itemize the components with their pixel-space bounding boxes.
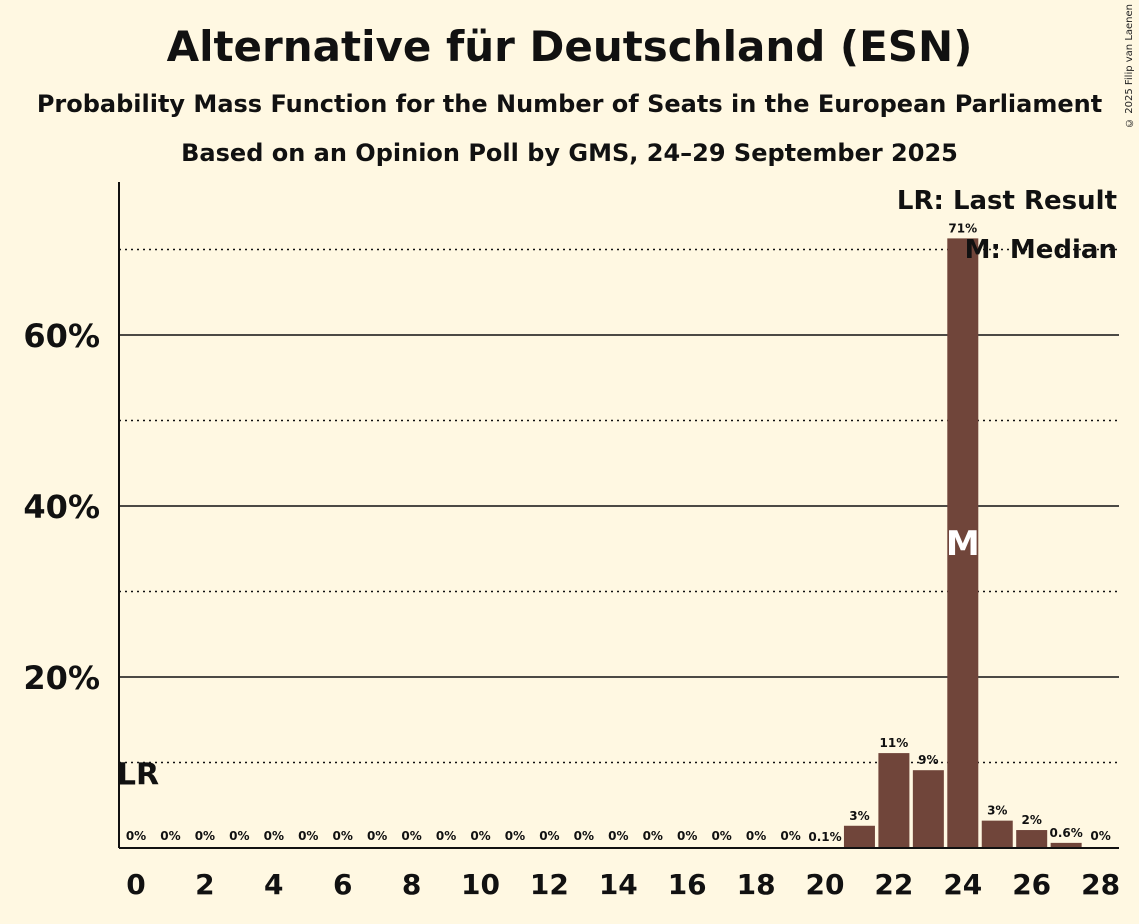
bar-label-13: 0% [574, 829, 594, 843]
bar-label-17: 0% [711, 829, 731, 843]
bar-23 [912, 770, 944, 848]
chart-title: Alternative für Deutschland (ESN) [166, 22, 973, 71]
bar-22 [878, 753, 910, 848]
x-tick-label-8: 8 [402, 868, 421, 901]
x-tick-label-14: 14 [599, 868, 638, 901]
bar-label-26: 2% [1022, 813, 1042, 827]
bar-labels: 0% 0% 0% 0% 0% 0% 0% 0% 0% 0% 0% 0% 0% 0% 0% 0% 0% 0% 0% 0%… [126, 221, 1111, 844]
bar-label-21: 3% [849, 809, 869, 823]
y-tick-label-60: 60% [23, 317, 100, 355]
x-tick-label-18: 18 [737, 868, 776, 901]
x-tick-labels: 0 2 4 6 8 10 12 14 16 18 20 22 24 26 28 [126, 868, 1120, 901]
chart-subtitle: Probability Mass Function for the Number… [36, 90, 1103, 118]
bar-label-5: 0% [298, 829, 318, 843]
bar-label-23: 9% [918, 753, 938, 767]
bar-label-10: 0% [470, 829, 490, 843]
x-tick-label-10: 10 [461, 868, 500, 901]
bar-label-2: 0% [195, 829, 215, 843]
markers: LR M [117, 524, 980, 792]
bar-label-16: 0% [677, 829, 697, 843]
x-tick-label-28: 28 [1081, 868, 1120, 901]
y-tick-labels: 20% 40% 60% [23, 317, 100, 697]
bars [809, 238, 1082, 848]
bar-label-15: 0% [643, 829, 663, 843]
bar-label-20: 0.1% [808, 830, 841, 844]
bar-label-27: 0.6% [1050, 826, 1083, 840]
x-tick-label-12: 12 [530, 868, 569, 901]
x-tick-label-22: 22 [874, 868, 913, 901]
bar-label-11: 0% [505, 829, 525, 843]
bar-label-25: 3% [987, 804, 1007, 818]
axes [118, 182, 1119, 849]
bar-label-1: 0% [160, 829, 180, 843]
bar-label-28: 0% [1090, 829, 1110, 843]
bar-label-24: 71% [948, 221, 977, 235]
x-tick-label-20: 20 [806, 868, 845, 901]
bar-27 [1050, 842, 1082, 848]
bar-24 [947, 238, 979, 848]
x-tick-label-2: 2 [195, 868, 214, 901]
x-tick-label-24: 24 [943, 868, 982, 901]
bar-label-22: 11% [880, 736, 909, 750]
bar-25 [981, 820, 1013, 848]
x-tick-label-0: 0 [126, 868, 145, 901]
chart-subtitle-poll: Based on an Opinion Poll by GMS, 24–29 S… [181, 139, 958, 167]
x-tick-label-26: 26 [1012, 868, 1051, 901]
bar-label-8: 0% [401, 829, 421, 843]
bar-label-18: 0% [746, 829, 766, 843]
legend-last-result: LR: Last Result [897, 186, 1117, 216]
y-tick-label-40: 40% [23, 488, 100, 526]
bar-label-14: 0% [608, 829, 628, 843]
x-tick-label-16: 16 [668, 868, 707, 901]
bar-label-0: 0% [126, 829, 146, 843]
legend: LR: Last Result M: Median [897, 186, 1117, 265]
bar-label-12: 0% [539, 829, 559, 843]
y-tick-label-20: 20% [23, 659, 100, 697]
bar-label-3: 0% [229, 829, 249, 843]
bar-label-4: 0% [264, 829, 284, 843]
bar-label-9: 0% [436, 829, 456, 843]
bar-label-7: 0% [367, 829, 387, 843]
x-tick-label-6: 6 [333, 868, 352, 901]
median-marker: M [946, 524, 980, 564]
bar-label-19: 0% [780, 829, 800, 843]
legend-median: M: Median [965, 235, 1117, 265]
bar-label-6: 0% [333, 829, 353, 843]
bar-26 [1016, 830, 1048, 848]
x-tick-label-4: 4 [264, 868, 283, 901]
last-result-marker: LR [117, 758, 159, 793]
bar-21 [843, 825, 875, 848]
